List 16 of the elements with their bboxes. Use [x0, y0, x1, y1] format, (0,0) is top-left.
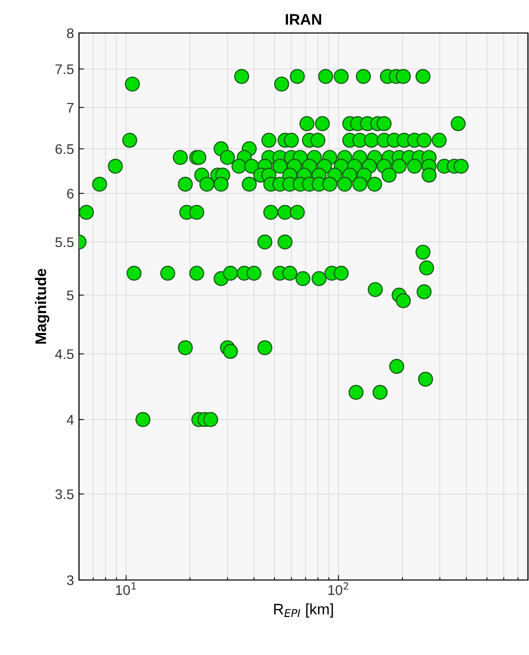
y-tick-label: 4 — [66, 415, 74, 425]
x-tick-label: 10$^{1}$ — [116, 582, 136, 595]
x-tick-label: 10$^{2}$ — [328, 582, 348, 595]
y-tick-label: 4.5 — [55, 349, 74, 360]
y-tick-label: 8 — [67, 28, 74, 38]
y-tick-label: 3 — [66, 575, 74, 586]
y-tick-label: 5 — [66, 290, 74, 300]
y-tick-label: 7 — [67, 102, 74, 112]
y-axis-title: Magnitude — [34, 268, 50, 344]
chart-title: IRAN — [286, 14, 322, 25]
y-tick-label: 6 — [67, 188, 74, 199]
x-axis-title: R$_{EPI}$ [km] — [274, 603, 333, 618]
y-tick-label: 6.5 — [56, 144, 74, 154]
y-tick-label: 7.5 — [56, 64, 74, 74]
y-tick-label: 5.5 — [55, 237, 74, 248]
y-tick-label: 3.5 — [55, 489, 74, 500]
